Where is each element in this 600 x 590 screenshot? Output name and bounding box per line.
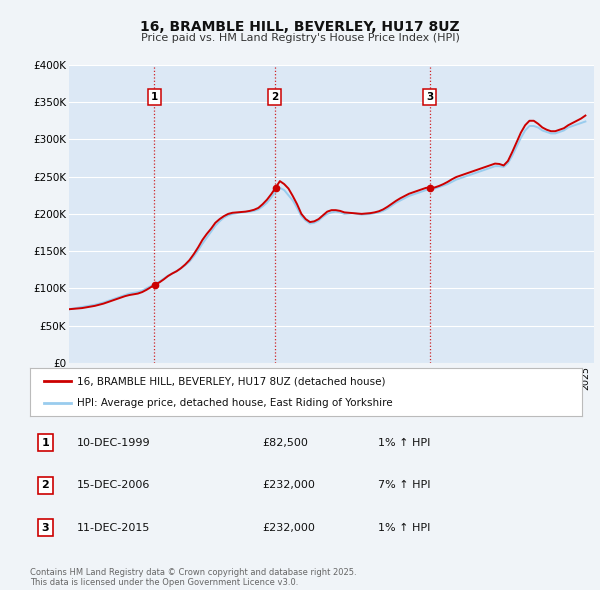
Text: 2: 2 — [41, 480, 49, 490]
Text: £232,000: £232,000 — [262, 480, 315, 490]
Text: 15-DEC-2006: 15-DEC-2006 — [77, 480, 150, 490]
Text: 7% ↑ HPI: 7% ↑ HPI — [378, 480, 430, 490]
Text: 1% ↑ HPI: 1% ↑ HPI — [378, 438, 430, 448]
Text: 10-DEC-1999: 10-DEC-1999 — [77, 438, 151, 448]
Text: 1: 1 — [151, 92, 158, 102]
Text: HPI: Average price, detached house, East Riding of Yorkshire: HPI: Average price, detached house, East… — [77, 398, 392, 408]
Text: £232,000: £232,000 — [262, 523, 315, 533]
Text: 16, BRAMBLE HILL, BEVERLEY, HU17 8UZ: 16, BRAMBLE HILL, BEVERLEY, HU17 8UZ — [140, 19, 460, 34]
Text: 16, BRAMBLE HILL, BEVERLEY, HU17 8UZ (detached house): 16, BRAMBLE HILL, BEVERLEY, HU17 8UZ (de… — [77, 376, 385, 386]
Text: Price paid vs. HM Land Registry's House Price Index (HPI): Price paid vs. HM Land Registry's House … — [140, 34, 460, 43]
Text: 3: 3 — [41, 523, 49, 533]
Text: 1% ↑ HPI: 1% ↑ HPI — [378, 523, 430, 533]
Text: 3: 3 — [426, 92, 433, 102]
Text: 1: 1 — [41, 438, 49, 448]
Text: £82,500: £82,500 — [262, 438, 308, 448]
Text: Contains HM Land Registry data © Crown copyright and database right 2025.
This d: Contains HM Land Registry data © Crown c… — [30, 568, 356, 587]
Text: 2: 2 — [271, 92, 278, 102]
Text: 11-DEC-2015: 11-DEC-2015 — [77, 523, 150, 533]
